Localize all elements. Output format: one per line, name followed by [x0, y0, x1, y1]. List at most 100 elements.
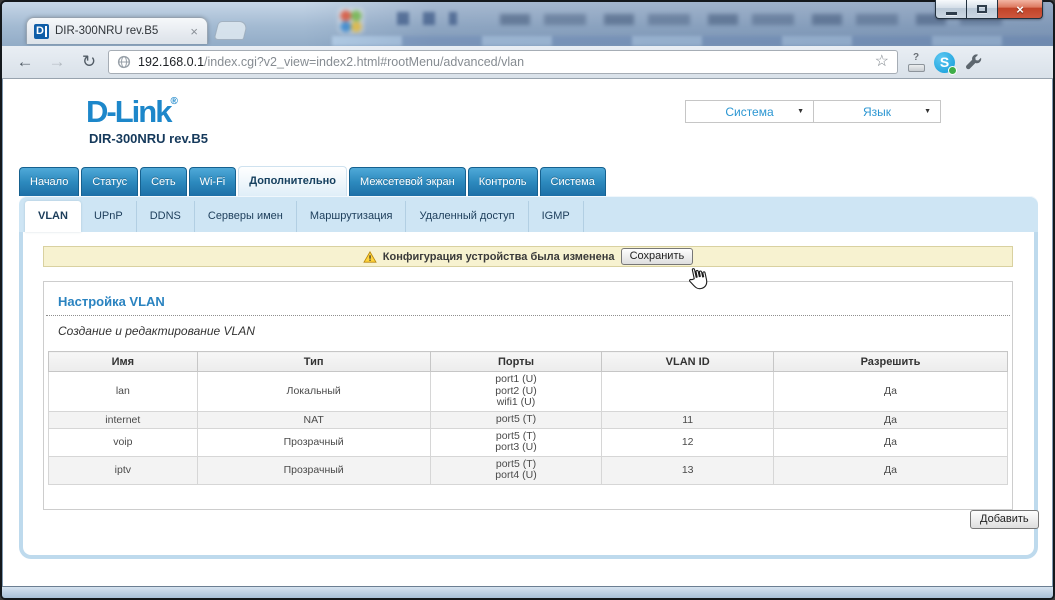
- sub-tab-2[interactable]: DDNS: [137, 201, 195, 232]
- hand-cursor: [683, 264, 713, 299]
- skype-online-badge: [948, 65, 957, 75]
- save-button[interactable]: Сохранить: [620, 248, 694, 265]
- sub-tabs: VLAN UPnP DDNS Серверы имен Маршрутизация Уда…: [19, 196, 1038, 232]
- ports-cell: port5 (T) port3 (U): [429, 427, 603, 457]
- sub-tab-0[interactable]: VLAN: [25, 201, 81, 232]
- background-window-icons-blur: [397, 12, 457, 25]
- port-entry: port2 (U): [495, 384, 537, 397]
- main-tab-3[interactable]: Wi-Fi: [188, 167, 237, 196]
- allowed-cell: Да: [772, 371, 1009, 412]
- window-bottom-frame: [2, 586, 1053, 598]
- window-controls: ×: [935, 0, 1043, 19]
- back-button[interactable]: ←: [16, 52, 34, 71]
- minimize-icon: [945, 11, 957, 15]
- vlanid-cell: 13: [601, 455, 774, 485]
- ports-cell: port5 (T): [429, 410, 603, 429]
- config-changed-notice: Конфигурация устройства была изменена Со…: [43, 246, 1013, 267]
- port-entry: port1 (U): [495, 373, 537, 385]
- main-tab-2[interactable]: Сеть: [140, 167, 187, 196]
- dlink-favicon: D: [34, 23, 49, 39]
- column-header: Разрешить: [772, 351, 1009, 372]
- minimize-button[interactable]: [935, 0, 966, 19]
- bookmark-star-icon[interactable]: ☆: [874, 53, 889, 70]
- vlan-section: Настройка VLAN Создание и редактирование…: [43, 281, 1013, 510]
- sub-tab-1[interactable]: UPnP: [81, 201, 137, 232]
- column-header: Имя: [48, 351, 198, 372]
- column-header: VLAN ID: [601, 351, 774, 372]
- sub-tab-5[interactable]: Удаленный доступ: [406, 201, 529, 232]
- port-entry: port5 (T): [495, 412, 537, 425]
- name-cell: lan: [48, 371, 198, 412]
- port-entry: port3 (U): [495, 441, 537, 453]
- column-header: Тип: [196, 351, 431, 372]
- background-window-menus-blur: [332, 36, 1053, 46]
- address-bar[interactable]: 192.168.0.1/index.cgi?v2_view=index2.htm…: [108, 50, 898, 74]
- main-tab-0[interactable]: Начало: [19, 167, 80, 196]
- allowed-cell: Да: [772, 410, 1009, 429]
- type-cell: Прозрачный: [196, 455, 431, 485]
- globe-icon: [117, 55, 131, 69]
- sub-tab-4[interactable]: Маршрутизация: [297, 201, 407, 232]
- maximize-icon: [977, 5, 987, 13]
- skype-extension-icon[interactable]: S: [934, 51, 957, 75]
- background-window-appicon-blur: [338, 8, 364, 34]
- name-cell: internet: [48, 410, 198, 429]
- main-tab-1[interactable]: Статус: [81, 167, 139, 196]
- warning-icon: [363, 250, 377, 263]
- ports-cell: port1 (U) port2 (U) wifi1 (U): [429, 371, 603, 412]
- vlan-row-internet[interactable]: internet NAT port5 (T) 11 Да: [48, 410, 1009, 429]
- allowed-cell: Да: [772, 427, 1009, 457]
- vlanid-cell: 11: [601, 410, 774, 429]
- type-cell: Прозрачный: [196, 427, 431, 457]
- extension-question-icon[interactable]: ?: [904, 50, 928, 74]
- port-entry: port4 (U): [495, 469, 537, 481]
- vlanid-cell: 12: [601, 427, 774, 457]
- allowed-cell: Да: [772, 455, 1009, 485]
- router-admin-page: D-Link® DIR-300NRU rev.B5 Система ▼ Язык…: [2, 79, 1053, 586]
- browser-toolbar: ← → ↻ 192.168.0.1/index.cgi?v2_view=inde…: [2, 46, 1053, 79]
- name-cell: iptv: [48, 455, 198, 485]
- settings-wrench-icon[interactable]: [961, 50, 985, 74]
- main-tab-5[interactable]: Межсетевой экран: [349, 167, 466, 196]
- url-text: 192.168.0.1/index.cgi?v2_view=index2.htm…: [138, 55, 525, 69]
- section-title: Настройка VLAN: [46, 294, 1010, 316]
- new-tab-button[interactable]: [213, 21, 249, 40]
- system-menu-dropdown[interactable]: Система ▼: [725, 104, 804, 119]
- type-cell: Локальный: [196, 371, 431, 412]
- close-button[interactable]: ×: [997, 0, 1043, 19]
- forward-button[interactable]: →: [48, 52, 66, 71]
- tab-close-icon[interactable]: ×: [190, 23, 198, 39]
- name-cell: voip: [48, 427, 198, 457]
- column-header: Порты: [429, 351, 603, 372]
- vlan-table: Имя Тип Порты VLAN ID Разрешить lan Локальный…: [48, 351, 1009, 485]
- maximize-button[interactable]: [966, 0, 997, 19]
- main-tab-7[interactable]: Система: [539, 167, 606, 196]
- type-cell: NAT: [196, 410, 431, 429]
- language-menu-dropdown[interactable]: Язык ▼: [813, 101, 940, 122]
- main-tabs: Начало Статус Сеть Wi-Fi Дополнительно Межсет…: [19, 166, 606, 196]
- notice-text: Конфигурация устройства была изменена: [382, 250, 615, 263]
- port-entry: wifi1 (U): [496, 396, 536, 408]
- ports-cell: port5 (T) port4 (U): [429, 455, 603, 485]
- tab-title: DIR-300NRU rev.B5: [55, 25, 159, 37]
- vlan-row-lan[interactable]: lan Локальный port1 (U) port2 (U) wifi1 (U) …: [48, 371, 1009, 412]
- main-tab-4[interactable]: Дополнительно: [238, 166, 348, 196]
- reload-button[interactable]: ↻: [81, 52, 97, 71]
- main-tab-6[interactable]: Контроль: [467, 167, 538, 196]
- vlanid-cell: [601, 371, 774, 412]
- vlan-row-voip[interactable]: voip Прозрачный port5 (T) port3 (U) 12 Да: [48, 427, 1009, 457]
- sub-tab-3[interactable]: Серверы имен: [195, 201, 297, 232]
- port-entry: port5 (T): [495, 457, 537, 470]
- port-entry: port5 (T): [495, 429, 537, 442]
- dlink-logo: D-Link® DIR-300NRU rev.B5: [86, 94, 208, 146]
- add-button[interactable]: Добавить: [970, 510, 1039, 529]
- browser-tab[interactable]: D DIR-300NRU rev.B5 ×: [26, 17, 208, 44]
- chevron-down-icon: ▼: [797, 108, 804, 115]
- vlan-row-iptv[interactable]: iptv Прозрачный port5 (T) port4 (U) 13 Да: [48, 455, 1009, 485]
- chevron-down-icon: ▼: [924, 108, 931, 115]
- router-model-label: DIR-300NRU rev.B5: [89, 131, 208, 146]
- top-menus: Система ▼ Язык ▼: [685, 100, 941, 123]
- section-subtitle: Создание и редактирование VLAN: [58, 324, 255, 338]
- sub-tab-6[interactable]: IGMP: [529, 201, 584, 232]
